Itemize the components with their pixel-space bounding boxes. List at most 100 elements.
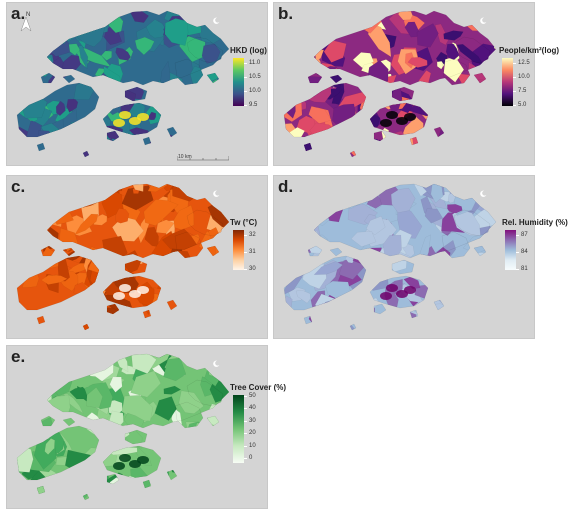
coastline [36, 485, 46, 495]
district [318, 11, 331, 31]
district [189, 482, 206, 500]
district [398, 11, 413, 21]
district [182, 122, 202, 138]
district [450, 130, 467, 145]
district [104, 485, 131, 500]
coastline [174, 58, 204, 86]
district [37, 11, 46, 18]
district [484, 300, 496, 325]
district [32, 195, 53, 220]
district [455, 184, 472, 192]
district [313, 261, 344, 275]
district [70, 473, 90, 494]
district [475, 113, 489, 126]
district [146, 111, 157, 121]
map-c [16, 183, 230, 331]
district [211, 482, 229, 496]
coastline [16, 425, 100, 481]
district [359, 187, 369, 200]
coastline [40, 245, 56, 257]
district [210, 485, 229, 500]
scale-bar-label: 10 km [178, 154, 192, 160]
district [61, 11, 100, 22]
legend-tick-label: 30 [244, 417, 256, 424]
map-e [16, 353, 244, 501]
coastline [307, 245, 323, 257]
district [390, 187, 416, 213]
district [328, 191, 351, 202]
district [17, 365, 42, 391]
district [18, 57, 43, 79]
coastline [124, 429, 148, 445]
district [17, 307, 24, 320]
district [400, 307, 429, 330]
district [407, 56, 428, 68]
district [284, 196, 310, 217]
coastline [433, 299, 445, 311]
coastline [369, 275, 429, 309]
district [17, 41, 46, 72]
district [453, 321, 479, 330]
coastline [373, 303, 387, 315]
district [356, 11, 372, 26]
district [35, 198, 48, 212]
district-hotspot [404, 286, 416, 294]
district [441, 136, 464, 156]
district [68, 184, 83, 191]
district [192, 275, 221, 305]
district [91, 154, 103, 157]
map-panel-d: d. [273, 175, 535, 339]
coastline [36, 315, 46, 325]
coastline [82, 150, 90, 158]
district [479, 146, 493, 157]
coastline [166, 126, 178, 138]
district [425, 263, 443, 276]
district [98, 472, 124, 491]
district [202, 429, 219, 455]
coastline [206, 415, 220, 427]
district [447, 204, 463, 214]
coastline [313, 10, 497, 86]
map-panel-a: a. N 10 km [6, 2, 268, 166]
coastline [40, 72, 56, 84]
district [219, 469, 229, 497]
district [441, 100, 460, 115]
district [217, 112, 229, 122]
district [490, 272, 496, 284]
district [194, 122, 227, 140]
district [19, 382, 35, 399]
district [78, 45, 89, 70]
district-hotspot [113, 462, 125, 470]
coastline [329, 74, 343, 84]
legend-tick-label: 10.0 [244, 88, 261, 94]
district [65, 490, 73, 500]
coastline [124, 86, 148, 102]
district [77, 354, 86, 363]
district [216, 486, 229, 500]
district [431, 256, 451, 278]
district [443, 283, 462, 305]
landmass [37, 316, 45, 324]
legend-tick-label: 32 [244, 232, 256, 238]
district [295, 217, 314, 243]
district [73, 473, 86, 484]
moon-icon [213, 11, 220, 24]
district-hotspot [113, 292, 125, 300]
district [65, 297, 98, 308]
coastline [142, 136, 152, 146]
legend-tick-label: 84 [516, 249, 528, 255]
legend-tick-label: 9.5 [243, 102, 258, 108]
coastline [106, 473, 120, 485]
coastline [102, 102, 162, 136]
district [295, 289, 311, 304]
coastline [46, 353, 230, 429]
legend-tick-label: 7.5 [512, 88, 527, 94]
district-hotspot [137, 286, 149, 294]
district [101, 143, 116, 157]
coastline [303, 142, 313, 152]
district [74, 213, 99, 236]
district [229, 483, 244, 496]
coastline [186, 209, 224, 237]
district [144, 226, 159, 247]
district [366, 215, 386, 236]
